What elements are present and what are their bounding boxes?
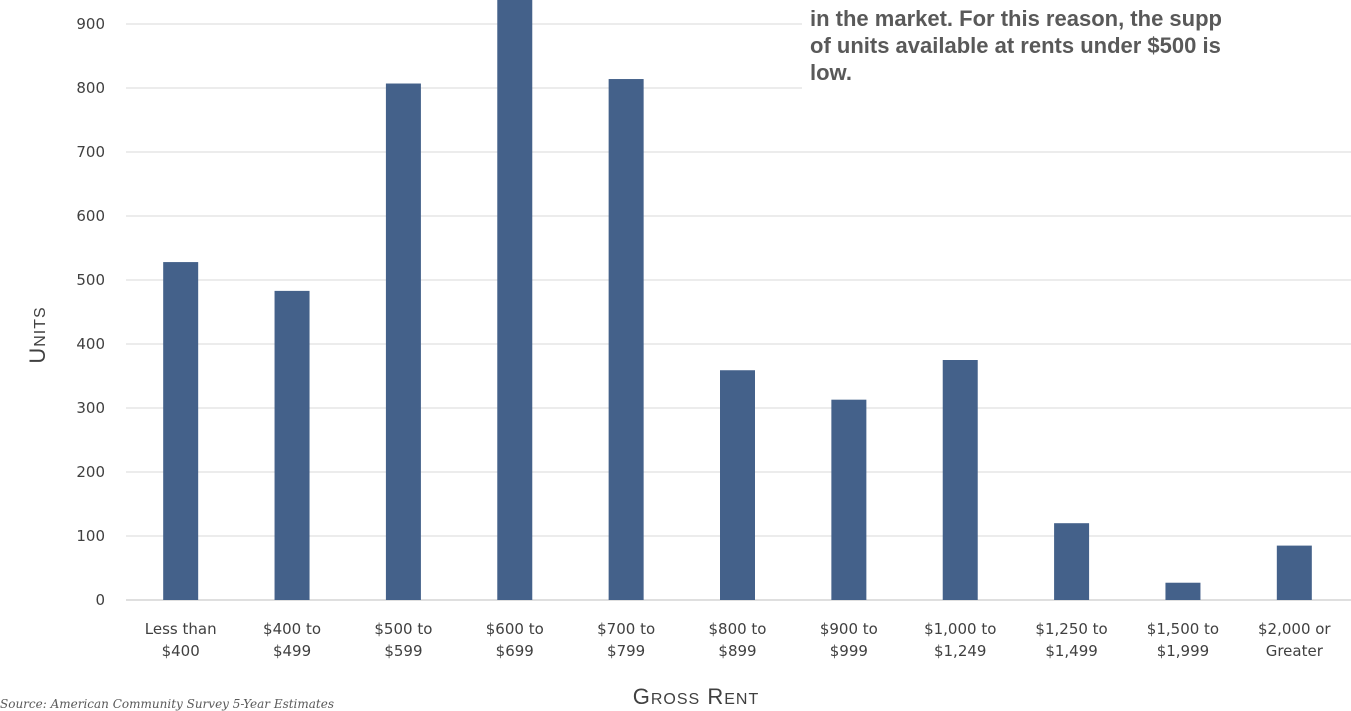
y-tick-label: 400 [76, 335, 105, 353]
y-axis-title: UNITS [25, 306, 50, 363]
y-tick-label: 0 [95, 591, 105, 609]
x-axis-title: GROSS RENT [633, 684, 759, 707]
x-tick-label: $2,000 or Greater [1258, 620, 1331, 660]
bar [720, 370, 755, 600]
callout-line-3: low. [810, 60, 852, 85]
x-tick-label: $600 to $699 [486, 620, 544, 660]
x-tick-label: $900 to $999 [820, 620, 878, 660]
bar [831, 399, 867, 600]
bar [608, 79, 644, 601]
callout-line-1: in the market. For this reason, the supp [810, 6, 1222, 31]
x-tick-label: $700 to $799 [597, 620, 655, 660]
bar [274, 290, 310, 600]
bar [942, 360, 978, 600]
callout-line-2: of units available at rents under $500 i… [810, 33, 1221, 58]
y-tick-label: 900 [76, 15, 105, 33]
x-axis-labels: Less than $400 $400 to $499 $500 to $599 $600 … [145, 620, 1332, 660]
x-tick-label: $1,000 to $1,249 [924, 620, 996, 660]
y-tick-label: 500 [76, 271, 105, 289]
bar [385, 83, 421, 600]
bar [1054, 523, 1090, 600]
bars [163, 0, 1312, 601]
y-tick-label: 800 [76, 79, 105, 97]
x-tick-label: Less than $400 [145, 620, 217, 660]
y-tick-label: 200 [76, 463, 105, 481]
y-tick-label: 700 [76, 143, 105, 161]
source-note: Source: American Community Survey 5-Year… [0, 697, 335, 711]
bar [497, 0, 533, 600]
x-tick-label: $400 to $499 [263, 620, 321, 660]
y-tick-label: 300 [76, 399, 105, 417]
bar [163, 262, 199, 600]
x-tick-label: $500 to $599 [374, 620, 432, 660]
x-tick-label: $800 to $899 [708, 620, 766, 660]
x-tick-label: $1,250 to $1,499 [1035, 620, 1107, 660]
bar [1165, 582, 1201, 600]
callout-text-box: in the market. For this reason, the supp… [802, 0, 1351, 100]
y-tick-label: 600 [76, 207, 105, 225]
bar [1276, 545, 1312, 600]
x-tick-label: $1,500 to $1,999 [1147, 620, 1219, 660]
y-tick-label: 100 [76, 527, 105, 545]
y-axis-ticks: 0 100 200 300 400 500 600 700 800 900 [76, 15, 105, 609]
